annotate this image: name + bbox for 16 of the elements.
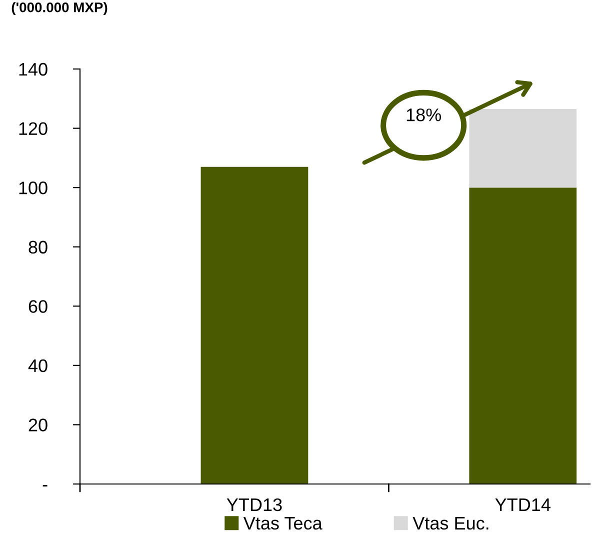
y-tick-label: 120 [19,122,48,136]
y-axis-title: ('000.000 MXP) [12,2,108,16]
y-tick-label: - [42,485,48,486]
y-tick-label: 140 [19,62,48,76]
bar [200,166,308,484]
annotation: 18% [406,108,442,122]
x-tick-label: YTD14 [495,498,550,511]
y-tick-label: 60 [28,300,48,313]
x-tick-label: YTD13 [226,498,282,512]
bar [469,188,577,484]
y-tick-label: 80 [28,240,48,254]
y-tick-label: 100 [19,182,48,194]
legend-label: Vtas Teca [243,517,322,530]
y-tick-label: 20 [28,418,48,432]
legend-label: Vtas Euc. [412,517,488,530]
y-tick-label: 40 [28,359,48,372]
